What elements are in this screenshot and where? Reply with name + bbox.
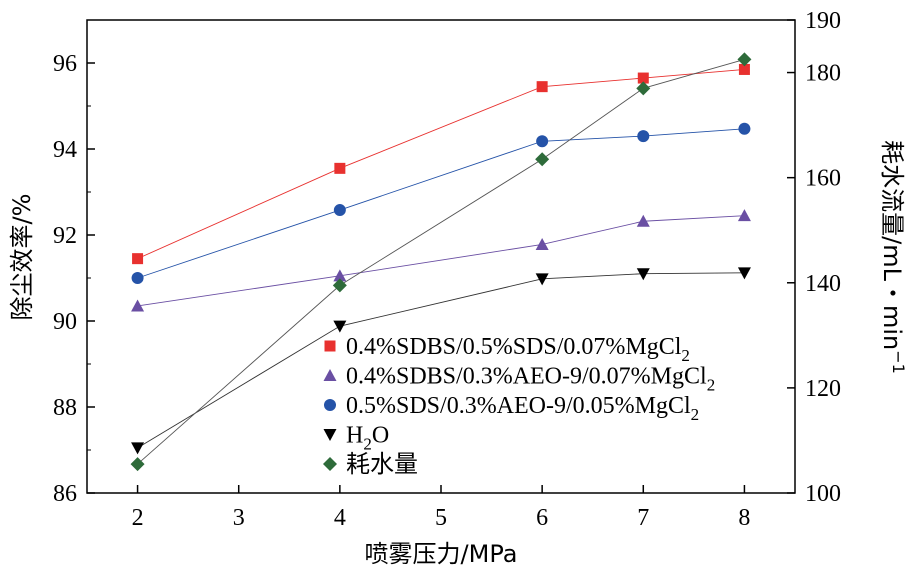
legend-label-subscript: 2 [691,405,700,424]
legend-label-tail: O [372,423,389,449]
data-point-series-0 [536,81,548,93]
y-left-tick-label: 92 [53,223,77,249]
series-line-1 [137,215,745,307]
data-point-series-1 [636,214,650,227]
data-point-series-2 [333,204,346,217]
data-point-series-2 [637,130,650,143]
y-right-axis-title-sup: −1 [889,350,908,374]
data-point-series-3 [535,273,549,286]
legend-label-text: 0.4%SDBS/0.3%AEO-9/0.07%MgCl [346,364,707,390]
data-point-series-1 [737,209,751,222]
data-point-series-3 [737,267,751,280]
y-left-axis-title: 除尘效率/% [8,194,36,321]
legend-label-0: 0.4%SDBS/0.5%SDS/0.07%MgCl2 [346,334,690,365]
legend: 0.4%SDBS/0.5%SDS/0.07%MgCl20.4%SDBS/0.3%… [323,334,715,478]
legend-marker-2 [324,399,336,411]
y-left-tick-label: 88 [53,395,77,421]
legend-label-text: 0.4%SDBS/0.5%SDS/0.07%MgCl [346,334,682,360]
data-point-series-4 [535,152,550,167]
data-point-series-0 [132,253,144,265]
y-right-tick-label: 140 [805,271,841,297]
data-point-series-4 [130,457,145,472]
x-tick-label: 5 [435,505,447,531]
data-point-series-2 [536,135,549,148]
y-right-tick-label: 100 [805,481,841,507]
series-line-2 [137,128,745,279]
y-right-axis-title: 耗水流量/mL・min−1 [878,140,908,374]
series-points [130,52,752,472]
data-point-series-3 [333,320,347,333]
y-left-axis-ticks: 86 88 90 92 94 96 [53,51,95,507]
y-right-tick-label: 190 [805,8,841,34]
x-tick-label: 4 [334,505,346,531]
data-point-series-0 [738,63,750,75]
legend-label-subscript: 2 [363,435,372,454]
legend-marker-4 [323,457,337,471]
legend-label-text: H [346,423,363,449]
plot-border [86,19,796,494]
data-point-series-2 [738,122,751,135]
legend-label-text: 0.5%SDS/0.3%AEO-9/0.05%MgCl [346,393,691,419]
data-point-series-2 [131,272,144,284]
data-point-series-0 [637,72,649,84]
legend-marker-3 [323,429,337,441]
y-right-axis-ticks: 100 120 140 160 180 190 [787,8,841,507]
data-point-series-4 [636,81,651,96]
y-right-tick-label: 180 [805,61,841,87]
data-point-series-1 [535,237,549,250]
data-point-series-3 [636,268,650,281]
x-tick-label: 8 [738,505,750,531]
data-point-series-3 [131,442,145,455]
data-point-series-4 [737,52,752,67]
y-right-tick-label: 120 [805,376,841,402]
x-tick-label: 3 [233,505,245,531]
series-line-3 [137,272,745,449]
legend-label-3: H2O [346,423,389,454]
data-point-series-1 [131,299,145,312]
data-point-series-0 [334,162,346,174]
x-axis-ticks: 2 3 4 5 6 7 8 [132,485,750,531]
x-axis-title: 喷雾压力/MPa [365,540,518,568]
legend-label-4: 耗水量 [346,450,418,478]
legend-label-subscript: 2 [681,346,690,365]
data-point-series-1 [333,269,347,282]
x-tick-label: 6 [536,505,548,531]
y-left-tick-label: 86 [53,481,77,507]
legend-label-2: 0.5%SDS/0.3%AEO-9/0.05%MgCl2 [346,393,699,424]
legend-label-text: 耗水量 [346,450,418,478]
y-right-tick-label: 160 [805,166,841,192]
legend-label-subscript: 2 [707,376,716,395]
y-left-tick-label: 90 [53,309,77,335]
y-left-tick-label: 94 [53,137,77,163]
legend-label-1: 0.4%SDBS/0.3%AEO-9/0.07%MgCl2 [346,364,715,395]
x-tick-label: 7 [637,505,649,531]
plot-frame [86,19,796,494]
series-line-0 [137,69,745,260]
x-tick-label: 2 [132,505,144,531]
y-right-axis-title-base: 耗水流量/mL・min [878,140,906,350]
legend-marker-1 [323,369,337,381]
data-point-series-4 [332,278,347,293]
legend-marker-0 [324,340,336,352]
y-left-tick-label: 96 [53,51,77,77]
